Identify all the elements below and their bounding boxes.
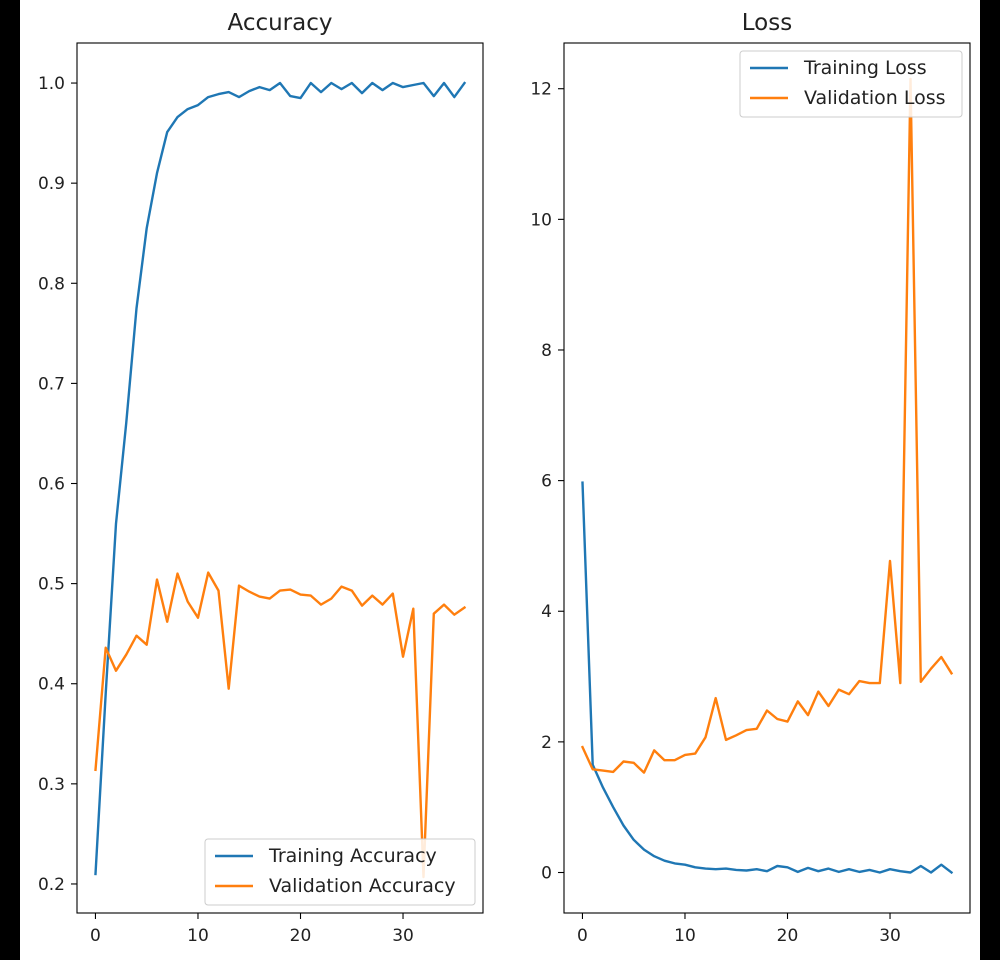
y-tick-label: 0.4 (38, 675, 65, 695)
x-tick-label: 20 (290, 926, 312, 946)
figure-background (20, 0, 980, 960)
y-tick-label: 0.6 (38, 475, 65, 495)
x-tick-label: 20 (777, 926, 799, 946)
y-tick-label: 0.9 (38, 174, 65, 194)
x-tick-label: 0 (577, 926, 588, 946)
y-tick-label: 1.0 (38, 74, 65, 94)
chart-1: Accuracy 0 10 20 30 0.2 0.3 0.4 0.5 0.6 0.7 0.8 0.9 1… (38, 10, 484, 946)
legend-label: Training Loss (803, 57, 927, 79)
y-tick-label: 12 (530, 80, 552, 100)
y-tick-label: 0.7 (38, 374, 65, 394)
y-tick-label: 0 (541, 864, 552, 884)
plot-area-frame (76, 42, 484, 914)
x-tick-label: 10 (674, 926, 696, 946)
legend-label: Validation Loss (804, 87, 946, 109)
chart-title: Loss (742, 10, 792, 36)
legend: Training Accuracy Validation Accuracy (204, 838, 476, 906)
series-line-training-accuracy (94, 81, 467, 876)
y-tick-label: 0.8 (38, 274, 65, 294)
x-tick-label: 0 (90, 926, 101, 946)
legend-box (204, 838, 476, 906)
y-tick-label: 2 (541, 733, 552, 753)
y-tick-label: 0.2 (38, 875, 65, 895)
legend-box (739, 50, 963, 118)
legend: Training Loss Validation Loss (739, 50, 963, 118)
y-tick-label: 0.5 (38, 575, 65, 595)
chart-2: Loss 0 10 20 30 0 2 4 6 8 10 12 Training Loss Validat… (530, 10, 971, 946)
y-tick-label: 10 (530, 210, 552, 230)
series-line-validation-loss (580, 77, 954, 774)
series-line-training-loss (581, 481, 954, 875)
legend-label: Validation Accuracy (269, 875, 456, 897)
x-tick-label: 30 (392, 926, 414, 946)
y-tick-label: 0.3 (38, 775, 65, 795)
x-tick-label: 30 (879, 926, 901, 946)
y-tick-label: 8 (541, 341, 552, 361)
plot-area-frame (563, 42, 971, 914)
y-tick-label: 6 (541, 472, 552, 492)
series-line-validation-accuracy (94, 571, 467, 879)
legend-label: Training Accuracy (268, 845, 437, 867)
chart-title: Accuracy (227, 10, 332, 36)
x-tick-label: 10 (187, 926, 209, 946)
y-tick-label: 4 (541, 602, 552, 622)
